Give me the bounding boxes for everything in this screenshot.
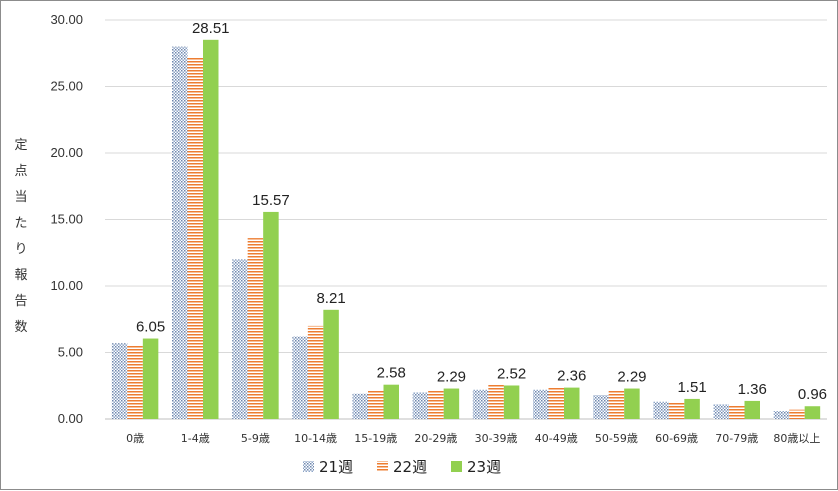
y-tick-label: 15.00	[50, 212, 83, 227]
y-tick-label: 20.00	[50, 145, 83, 160]
bar-22週-10-14歳	[307, 325, 324, 419]
y-tick-label: 0.00	[58, 411, 83, 426]
data-label: 2.29	[437, 369, 466, 386]
bar-22週-20-29歳	[428, 389, 444, 419]
x-axis-ticks: 0歳 1-4歳 5-9歳 10-14歳 15-19歳 20-29歳 30-39歳 40-49歳…	[126, 432, 820, 445]
bar-21週-80歳以上	[773, 411, 790, 419]
legend-label: 23週	[467, 458, 501, 476]
bar-22週-40-49歳	[548, 387, 564, 419]
y-axis-label-char: 数	[14, 320, 27, 335]
bar-23週-1-4歳	[203, 39, 219, 419]
legend-label: 21週	[319, 458, 353, 476]
legend-swatch-23週	[451, 461, 462, 472]
x-tick-label: 80歳以上	[773, 432, 820, 445]
data-label: 2.36	[557, 368, 586, 385]
data-label: 28.51	[192, 20, 230, 37]
gridlines	[105, 19, 827, 420]
legend-swatch-22週	[377, 461, 388, 472]
x-tick-label: 10-14歳	[294, 432, 337, 445]
bar-23週-60-69歳	[684, 398, 700, 419]
bar-23週-20-29歳	[443, 388, 460, 419]
data-labels: 6.05 28.51 15.57 8.21 2.58 2.29 2.52 2.36 2.29 1.…	[136, 20, 827, 403]
bar-21週-0歳	[111, 343, 128, 419]
x-tick-label: 50-59歳	[595, 432, 638, 445]
y-axis-label-char: 当	[14, 190, 27, 205]
bar-21週-30-39歳	[472, 389, 489, 419]
bar-23週-0歳	[142, 338, 159, 419]
bar-21週-5-9歳	[232, 259, 248, 419]
x-tick-label: 5-9歳	[241, 432, 270, 445]
bar-22週-1-4歳	[187, 57, 203, 420]
bar-21週-70-79歳	[713, 404, 729, 419]
bar-23週-30-39歳	[503, 385, 520, 419]
x-tick-label: 60-69歳	[655, 432, 698, 445]
bar-23週-80歳以上	[804, 406, 821, 419]
data-label: 2.58	[377, 365, 406, 382]
y-tick-label: 25.00	[50, 79, 83, 94]
y-axis-label-char: 報	[14, 268, 27, 283]
bar-21週-15-19歳	[352, 393, 368, 419]
bar-23週-50-59歳	[624, 388, 640, 419]
bar-21週-50-59歳	[593, 395, 609, 419]
bar-23週-70-79歳	[744, 400, 760, 419]
y-axis-label-char: り	[14, 242, 27, 257]
bar-22週-50-59歳	[608, 389, 625, 419]
bar-21週-40-49歳	[533, 389, 549, 419]
bar-22週-5-9歳	[247, 238, 264, 419]
data-label: 2.29	[617, 369, 646, 386]
y-axis-label-char: た	[14, 216, 27, 231]
bar-21週-1-4歳	[172, 46, 188, 419]
bar-23週-40-49歳	[564, 387, 580, 419]
bar-21週-10-14歳	[292, 336, 308, 419]
bar-22週-15-19歳	[368, 389, 384, 419]
bar-21週-60-69歳	[653, 401, 669, 419]
y-tick-label: 10.00	[50, 278, 83, 293]
y-axis-label-char: 点	[14, 164, 27, 179]
legend: 21週 22週 23週	[303, 458, 501, 476]
y-axis-label-char: 告	[14, 294, 27, 309]
bar-23週-5-9歳	[263, 211, 279, 419]
y-axis-ticks: 0.00 5.00 10.00 15.00 20.00 25.00 30.00	[50, 12, 83, 426]
data-label: 1.51	[677, 379, 706, 396]
x-tick-label: 40-49歳	[535, 432, 578, 445]
x-tick-label: 30-39歳	[475, 432, 518, 445]
x-tick-label: 70-79歳	[715, 432, 758, 445]
bar-23週-10-14歳	[323, 309, 339, 419]
legend-swatch-21週	[303, 461, 314, 472]
bar-22週-30-39歳	[488, 384, 504, 419]
data-label: 15.57	[252, 192, 290, 209]
y-tick-label: 5.00	[58, 345, 83, 360]
x-tick-label: 0歳	[126, 432, 144, 445]
x-tick-label: 20-29歳	[414, 432, 457, 445]
data-label: 2.52	[497, 365, 526, 382]
bar-22週-60-69歳	[668, 401, 685, 419]
x-tick-label: 1-4歳	[181, 432, 210, 445]
bar-22週-80歳以上	[789, 409, 805, 419]
data-label: 6.05	[136, 319, 165, 336]
bar-23週-15-19歳	[383, 384, 399, 419]
x-tick-label: 15-19歳	[354, 432, 397, 445]
data-label: 1.36	[738, 381, 767, 398]
bar-21週-20-29歳	[412, 392, 429, 419]
bar-22週-0歳	[127, 345, 143, 419]
legend-label: 22週	[393, 458, 427, 476]
bar-22週-70-79歳	[729, 405, 745, 419]
y-axis-label-char: 定	[14, 138, 27, 153]
data-label: 8.21	[316, 290, 345, 307]
bars	[111, 39, 821, 420]
data-label: 0.96	[798, 386, 827, 403]
y-tick-label: 30.00	[50, 12, 83, 27]
